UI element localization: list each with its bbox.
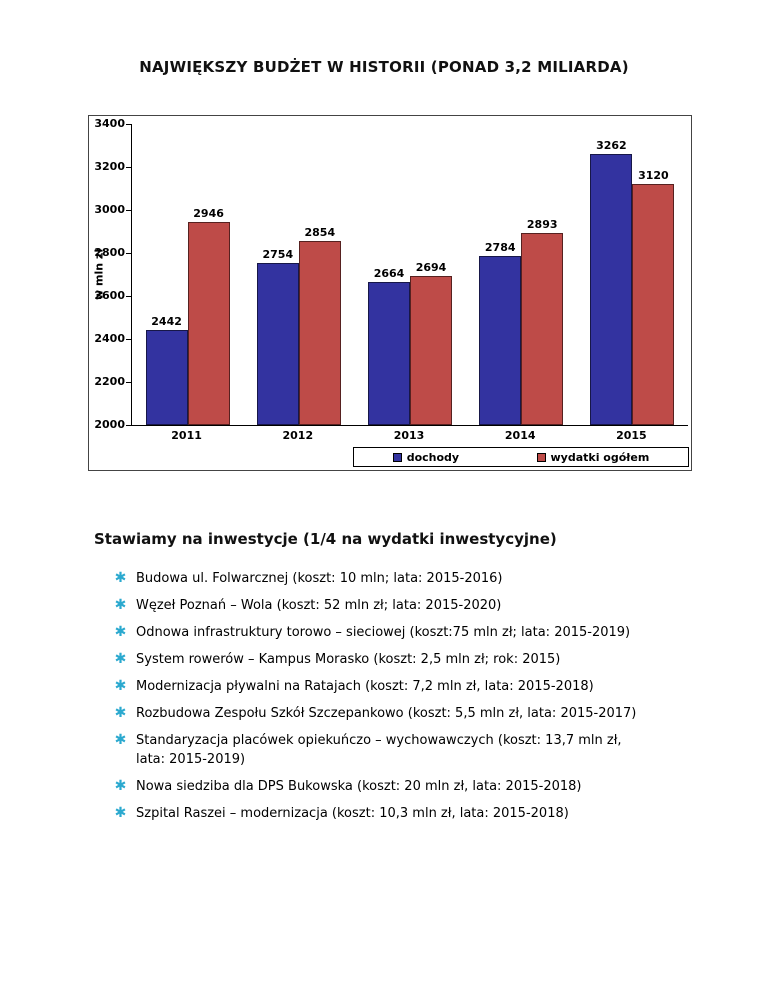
bar-column: 2946 (187, 207, 230, 425)
x-axis-label-2015: 2015 (616, 429, 647, 442)
y-tick-label: 3200 (94, 160, 125, 173)
bar-wydatki-ogółem-2012 (298, 241, 341, 425)
asterisk-bullet-icon: ✱ (114, 705, 127, 721)
bar-group-2015: 3262 3120 (577, 124, 688, 425)
investment-list-item: ✱ Odnowa infrastruktury torowo – sieciowe… (114, 623, 680, 642)
bar-wydatki-ogółem-2014 (521, 233, 564, 425)
investment-item-text: Nowa siedziba dla DPS Bukowska (koszt: 2… (136, 779, 582, 794)
x-axis-label-2013: 2013 (393, 429, 425, 442)
bar-group-2011: 2442 2946 (132, 124, 243, 425)
asterisk-bullet-icon: ✱ (114, 570, 127, 586)
asterisk-bullet-icon: ✱ (114, 597, 127, 613)
investment-item-text: Węzeł Poznań – Wola (koszt: 52 mln zł; l… (136, 598, 502, 613)
y-tick-label: 2600 (94, 289, 125, 302)
bar-group-2012: 2754 2854 (243, 124, 354, 425)
bar-wydatki-ogółem-2013 (410, 276, 452, 425)
legend-label: wydatki ogółem (550, 450, 650, 464)
asterisk-bullet-icon: ✱ (114, 678, 127, 694)
bar-value-label: 2946 (193, 207, 224, 220)
y-tick-mark (126, 124, 131, 125)
x-axis-label-2014: 2014 (504, 429, 536, 442)
y-tick-label: 3400 (94, 117, 125, 130)
legend-swatch-icon (392, 452, 402, 462)
bar-group-2014: 2784 2893 (466, 124, 577, 425)
investment-item-text: Odnowa infrastruktury torowo – sieciowej… (136, 625, 631, 640)
bar-dochody-2013 (368, 282, 410, 425)
y-tick-mark (126, 339, 131, 340)
y-tick-mark (126, 210, 131, 211)
bar-column: 2694 (410, 261, 452, 425)
bar-column: 3262 (590, 139, 633, 425)
investment-list-item: ✱ Budowa ul. Folwarcznej (koszt: 10 mln; … (114, 569, 680, 588)
investment-list-item: ✱ Węzeł Poznań – Wola (koszt: 52 mln zł; … (114, 596, 680, 615)
x-axis-label-2012: 2012 (282, 429, 314, 442)
y-tick-mark (126, 253, 131, 254)
y-tick-label: 2000 (94, 418, 125, 431)
investment-item-text: Standaryzacja placówek opiekuńczo – wych… (136, 733, 622, 767)
asterisk-bullet-icon: ✱ (114, 805, 127, 821)
bar-value-label: 3120 (638, 169, 669, 182)
bar-wydatki-ogółem-2011 (187, 222, 230, 425)
y-tick-mark (126, 425, 131, 426)
investment-list-item: ✱ Rozbudowa Zespołu Szkół Szczepankowo (k… (114, 704, 680, 723)
bar-value-label: 2893 (526, 218, 558, 231)
bar-dochody-2015 (590, 154, 633, 425)
bar-column: 2893 (521, 218, 564, 425)
bar-value-label: 2442 (151, 315, 182, 328)
chart-legend: dochody wydatki ogółem (353, 447, 689, 467)
y-tick-label: 2400 (94, 332, 125, 345)
investments-heading: Stawiamy na inwestycje (1/4 na wydatki i… (94, 530, 557, 548)
bar-dochody-2012 (256, 263, 299, 425)
bar-column: 2754 (256, 248, 299, 425)
bar-value-label: 2754 (262, 248, 294, 261)
bar-value-label: 2784 (484, 241, 516, 254)
y-tick-mark (126, 296, 131, 297)
x-axis-label-2011: 2011 (171, 429, 202, 442)
investment-item-text: System rowerów – Kampus Morasko (koszt: … (136, 652, 561, 667)
bar-column: 2442 (145, 315, 188, 425)
investment-list-item: ✱ System rowerów – Kampus Morasko (koszt:… (114, 650, 680, 669)
asterisk-bullet-icon: ✱ (114, 732, 127, 748)
investment-item-text: Budowa ul. Folwarcznej (koszt: 10 mln; l… (136, 571, 503, 586)
legend-swatch-icon (536, 452, 546, 462)
investment-list-item: ✱ Nowa siedziba dla DPS Bukowska (koszt: … (114, 777, 680, 796)
asterisk-bullet-icon: ✱ (114, 624, 127, 640)
y-tick-mark (126, 382, 131, 383)
bar-group-2013: 2664 2694 (354, 124, 465, 425)
investment-list: ✱ Budowa ul. Folwarcznej (koszt: 10 mln; … (114, 569, 680, 831)
bar-column: 2784 (479, 241, 522, 425)
bar-wydatki-ogółem-2015 (632, 184, 675, 425)
bar-dochody-2014 (479, 256, 522, 425)
y-tick-mark (126, 167, 131, 168)
bar-dochody-2011 (145, 330, 188, 425)
legend-label: dochody (406, 450, 460, 464)
asterisk-bullet-icon: ✱ (114, 778, 127, 794)
investment-list-item: ✱ Standaryzacja placówek opiekuńczo – wyc… (114, 731, 680, 769)
page-title: NAJWIĘKSZY BUDŻET W HISTORII (PONAD 3,2 … (139, 58, 629, 76)
legend-entry-dochody: dochody (392, 450, 460, 464)
bar-value-label: 3262 (596, 139, 627, 152)
y-tick-label: 2200 (94, 375, 125, 388)
investment-item-text: Modernizacja pływalni na Ratajach (koszt… (136, 679, 594, 694)
budget-bar-chart: w mln zł 2442 2946 2754 2854 2664 2694 2784 289… (88, 115, 692, 471)
bar-value-label: 2854 (304, 226, 336, 239)
bar-value-label: 2694 (415, 261, 447, 274)
investment-item-text: Szpital Raszei – modernizacja (koszt: 10… (136, 806, 569, 821)
asterisk-bullet-icon: ✱ (114, 651, 127, 667)
bar-column: 2854 (298, 226, 341, 425)
x-axis-labels: 2011 2012 2013 2014 2015 (131, 429, 687, 442)
bar-column: 3120 (632, 169, 675, 425)
investment-list-item: ✱ Szpital Raszei – modernizacja (koszt: 1… (114, 804, 680, 823)
investment-list-item: ✱ Modernizacja pływalni na Ratajach (kosz… (114, 677, 680, 696)
chart-plot-area: 2442 2946 2754 2854 2664 2694 2784 2893 3262 3120 (131, 124, 688, 426)
investment-item-text: Rozbudowa Zespołu Szkół Szczepankowo (ko… (136, 706, 637, 721)
y-tick-label: 2800 (94, 246, 125, 259)
legend-entry-wydatki-ogółem: wydatki ogółem (536, 450, 650, 464)
y-tick-label: 3000 (94, 203, 125, 216)
bar-column: 2664 (368, 267, 410, 425)
bar-value-label: 2664 (373, 267, 405, 280)
